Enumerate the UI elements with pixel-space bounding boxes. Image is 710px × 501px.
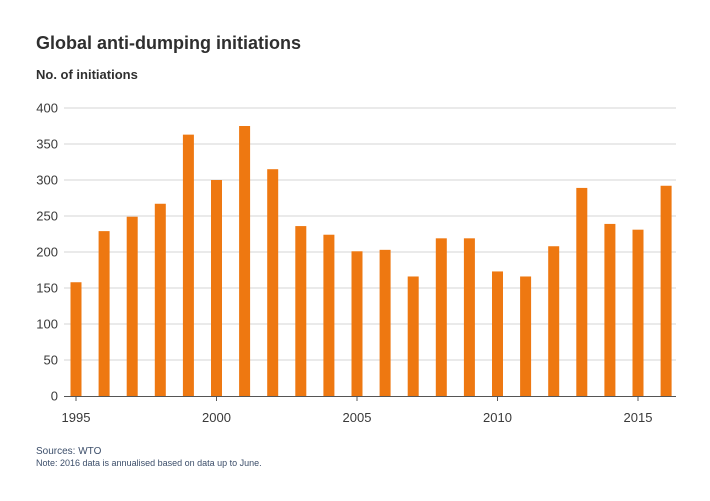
bar-2004 xyxy=(323,234,335,396)
bar-1997 xyxy=(126,216,138,396)
bar-1999 xyxy=(182,134,194,396)
bar-2009 xyxy=(463,238,475,396)
y-tick-label: 0 xyxy=(51,389,58,404)
y-axis-label: No. of initiations xyxy=(36,67,138,82)
y-tick-label: 350 xyxy=(36,137,58,152)
source-text: Sources: WTO xyxy=(36,446,102,457)
x-tick-labels: 1995 2000 2005 2010 2015 xyxy=(62,396,653,425)
bar-2016 xyxy=(660,185,672,396)
bar-2003 xyxy=(295,226,307,396)
bar-2010 xyxy=(492,271,503,396)
x-tick-label: 2010 xyxy=(483,410,512,425)
bar-2005 xyxy=(351,251,363,396)
y-tick-label: 100 xyxy=(36,317,58,332)
x-tick-label: 2005 xyxy=(343,410,372,425)
bar-1998 xyxy=(154,203,166,396)
y-tick-label: 150 xyxy=(36,281,58,296)
y-tick-label: 300 xyxy=(36,173,58,188)
y-tick-label: 200 xyxy=(36,245,58,260)
bar-2015 xyxy=(632,229,644,396)
note-text: Note: 2016 data is annualised based on d… xyxy=(36,458,262,468)
bar-2006 xyxy=(379,249,391,396)
bar-2013 xyxy=(576,187,588,396)
bar-1995 xyxy=(70,282,82,396)
bar-1996 xyxy=(98,231,110,396)
bar-2014 xyxy=(604,223,616,396)
grid-lines xyxy=(64,107,676,361)
bar-2012 xyxy=(548,246,560,396)
chart-title: Global anti-dumping initiations xyxy=(36,33,301,53)
y-tick-label: 250 xyxy=(36,209,58,224)
x-tick-label: 1995 xyxy=(62,410,91,425)
y-tick-label: 50 xyxy=(44,353,58,368)
bar-2008 xyxy=(435,238,447,396)
bar-2002 xyxy=(267,169,279,396)
bar-2000 xyxy=(211,180,222,396)
bar-2011 xyxy=(520,276,532,396)
x-tick-label: 2000 xyxy=(202,410,231,425)
y-tick-labels: 0 50 100 150 200 250 300 350 400 xyxy=(36,101,58,404)
y-tick-label: 400 xyxy=(36,101,58,116)
bar-2007 xyxy=(407,276,419,396)
bars xyxy=(70,126,672,396)
bar-2001 xyxy=(239,126,251,396)
x-tick-label: 2015 xyxy=(624,410,653,425)
